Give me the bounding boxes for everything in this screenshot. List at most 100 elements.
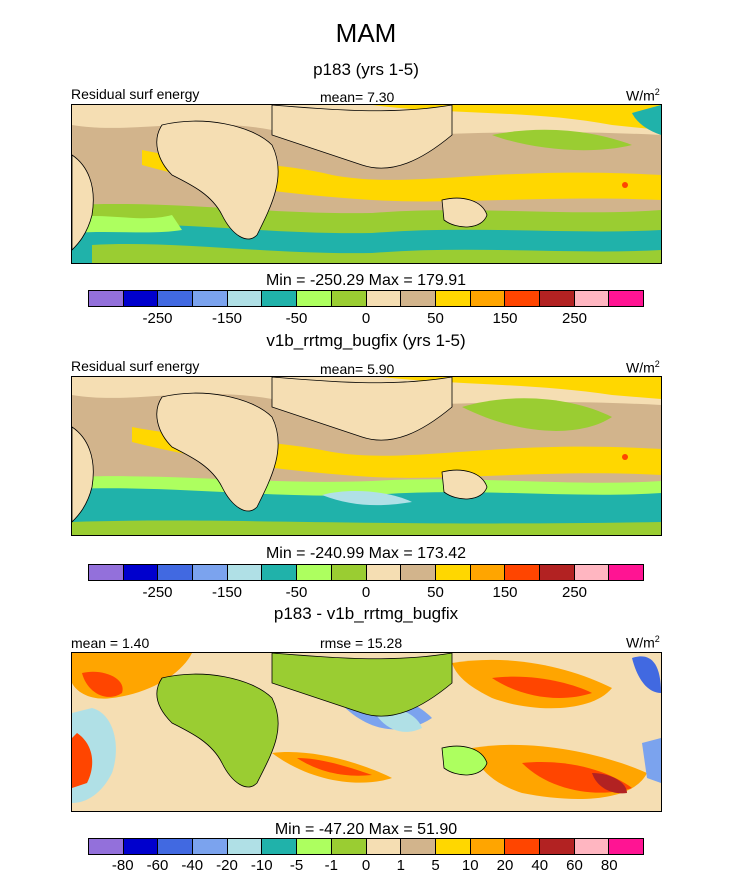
colorbar-box — [401, 565, 436, 580]
colorbar-tick-label: 20 — [496, 857, 514, 874]
colorbar-box — [123, 565, 159, 580]
panel-1-map — [71, 104, 662, 264]
colorbar-box — [89, 839, 124, 854]
colorbar-tick-label: -5 — [289, 857, 304, 874]
colorbar-box — [609, 565, 643, 580]
colorbar-tick-label: 40 — [531, 857, 549, 874]
colorbar-box — [193, 565, 228, 580]
colorbar-box — [193, 839, 228, 854]
colorbar-box — [158, 839, 194, 854]
panel-2-colorbar — [88, 564, 644, 581]
panel-1-colorbar-ticks: -250 -150 -50 0 50 150 250 — [88, 310, 644, 328]
colorbar-box — [297, 839, 332, 854]
panel-3-minmax: Min = -47.20 Max = 51.90 — [274, 821, 458, 838]
panel-1-left-label: Residual surf energy — [71, 86, 200, 102]
colorbar-box — [331, 291, 367, 306]
colorbar-box — [435, 839, 471, 854]
colorbar-box — [123, 291, 159, 306]
colorbar-tick-label: 0 — [361, 857, 371, 874]
colorbar-box — [505, 291, 540, 306]
panel-3-title: p183 - v1b_rrtmg_bugfix — [273, 604, 459, 623]
panel-1-units: W/m2 — [626, 87, 660, 104]
colorbar-tick-label: 0 — [361, 310, 371, 327]
colorbar-box — [401, 839, 436, 854]
panel-3-colorbar — [88, 838, 644, 855]
colorbar-tick-label: 1 — [396, 857, 405, 874]
colorbar-tick-label: 250 — [561, 310, 588, 327]
colorbar-box — [89, 565, 124, 580]
colorbar-box — [227, 565, 263, 580]
colorbar-box — [539, 291, 575, 306]
colorbar-tick-label: -150 — [211, 584, 243, 601]
colorbar-box — [505, 839, 540, 854]
panel-3-left-label: mean = 1.40 — [71, 635, 150, 651]
colorbar-box — [366, 291, 402, 306]
colorbar-box — [574, 291, 610, 306]
colorbar-box — [401, 291, 436, 306]
colorbar-box — [262, 839, 298, 854]
colorbar-box — [609, 291, 643, 306]
panel-2-units: W/m2 — [626, 359, 660, 376]
colorbar-tick-label: -10 — [250, 857, 273, 874]
colorbar-tick-label: 0 — [361, 584, 371, 601]
colorbar-tick-label: -80 — [111, 857, 134, 874]
panel-2-map — [71, 376, 662, 536]
colorbar-box — [366, 565, 402, 580]
colorbar-box — [193, 291, 228, 306]
colorbar-box — [470, 565, 506, 580]
figure-title: MAM — [335, 18, 397, 48]
panel-1-colorbar — [88, 290, 644, 307]
colorbar-box — [574, 565, 610, 580]
panel-3-colorbar-ticks: -80 -60 -40 -20 -10 -5 -1 0 1 5 10 20 40 60 80 — [88, 857, 644, 875]
colorbar-box — [435, 291, 471, 306]
panel-2-colorbar-ticks: -250 -150 -50 0 50 150 250 — [88, 584, 644, 602]
colorbar-box — [227, 839, 263, 854]
colorbar-tick-label: 50 — [427, 584, 444, 601]
panel-3-center-label: rmse = 15.28 — [320, 635, 403, 651]
panel-1-center-label: mean= 7.30 — [320, 89, 395, 105]
colorbar-tick-label: -150 — [211, 310, 243, 327]
colorbar-tick-label: 250 — [561, 584, 588, 601]
colorbar-box — [574, 839, 610, 854]
colorbar-box — [539, 565, 575, 580]
colorbar-box — [227, 291, 263, 306]
colorbar-tick-label: -60 — [146, 857, 169, 874]
panel-2-minmax: Min = -240.99 Max = 173.42 — [265, 545, 467, 562]
colorbar-tick-label: -250 — [142, 584, 173, 601]
colorbar-box — [539, 839, 575, 854]
colorbar-tick-label: -50 — [285, 310, 308, 327]
colorbar-tick-label: 5 — [431, 857, 440, 874]
colorbar-box — [470, 839, 506, 854]
colorbar-tick-label: -250 — [142, 310, 173, 327]
colorbar-box — [470, 291, 506, 306]
colorbar-box — [89, 291, 124, 306]
panel-3-map — [71, 652, 662, 812]
colorbar-tick-label: 150 — [492, 584, 518, 601]
colorbar-tick-label: -40 — [181, 857, 204, 874]
panel-2-title: v1b_rrtmg_bugfix (yrs 1-5) — [266, 331, 466, 350]
colorbar-tick-label: -50 — [285, 584, 308, 601]
panel-2-left-label: Residual surf energy — [71, 358, 200, 374]
colorbar-tick-label: 10 — [461, 857, 479, 874]
colorbar-box — [505, 565, 540, 580]
colorbar-box — [262, 565, 298, 580]
colorbar-box — [435, 565, 471, 580]
colorbar-tick-label: 80 — [600, 857, 618, 874]
colorbar-box — [297, 565, 332, 580]
colorbar-box — [297, 291, 332, 306]
panel-3-units: W/m2 — [626, 634, 660, 651]
colorbar-box — [609, 839, 643, 854]
colorbar-box — [158, 565, 194, 580]
colorbar-box — [331, 839, 367, 854]
colorbar-tick-label: 50 — [427, 310, 444, 327]
colorbar-box — [331, 565, 367, 580]
colorbar-box — [366, 839, 402, 854]
colorbar-box — [158, 291, 194, 306]
panel-1-title: p183 (yrs 1-5) — [313, 60, 419, 79]
colorbar-tick-label: 60 — [566, 857, 583, 874]
colorbar-box — [123, 839, 159, 854]
colorbar-tick-label: 150 — [492, 310, 518, 327]
colorbar-box — [262, 291, 298, 306]
panel-1-minmax: Min = -250.29 Max = 179.91 — [265, 272, 467, 289]
colorbar-tick-label: -20 — [216, 857, 238, 874]
